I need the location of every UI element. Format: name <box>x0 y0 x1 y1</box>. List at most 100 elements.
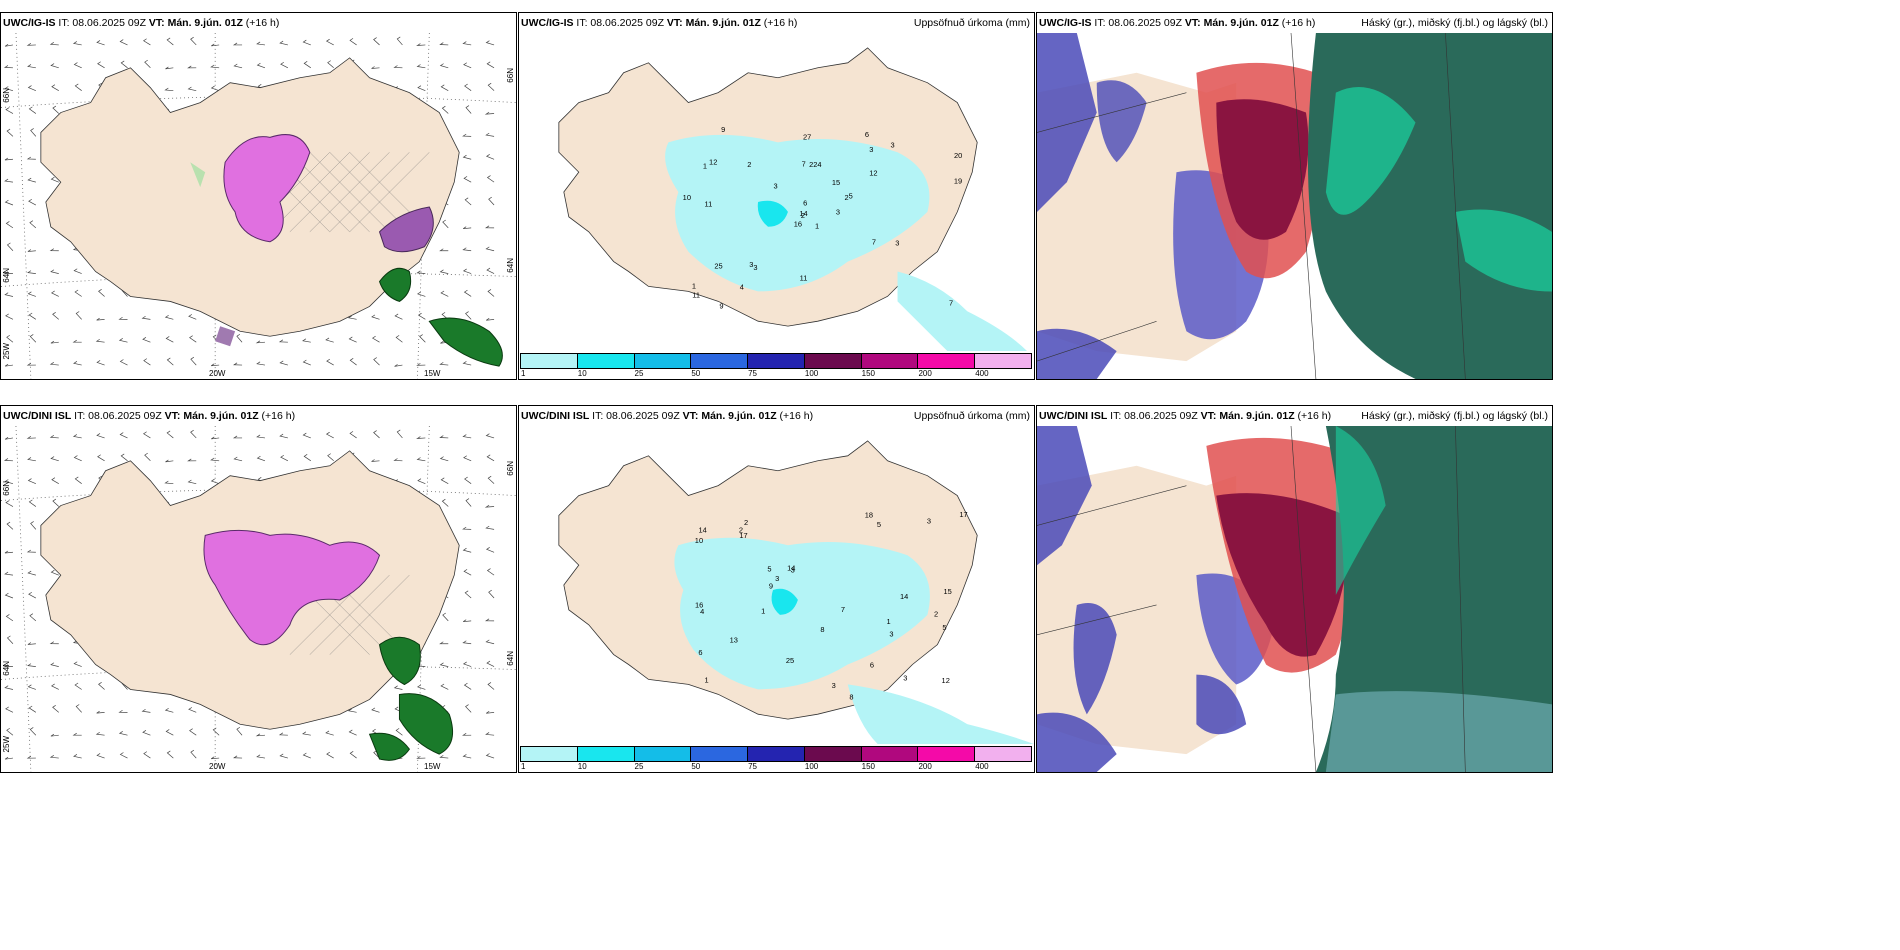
wind-barb <box>280 454 289 462</box>
wind-barb <box>49 755 59 759</box>
wind-barb <box>27 642 36 645</box>
wind-barb <box>26 755 36 759</box>
lat-label: 66N <box>506 68 515 83</box>
wind-barb <box>143 38 151 46</box>
wind-barb <box>485 154 495 160</box>
wind-barb <box>3 458 13 462</box>
precip-value-label: 5 <box>942 623 946 632</box>
init-time: IT: 08.06.2025 09Z <box>592 410 680 422</box>
precip-value-label: 12 <box>869 169 877 178</box>
wind-barb <box>96 710 105 714</box>
precip-value-label: 2 <box>747 160 751 169</box>
precip-value-label: 4 <box>740 282 744 291</box>
wind-barb <box>3 664 13 667</box>
lead-time: (+16 h) <box>245 17 280 29</box>
wind-barb <box>347 708 357 713</box>
wind-barb <box>417 291 426 297</box>
colorbar-label: 100 <box>804 369 819 378</box>
wind-barb <box>26 436 36 439</box>
lead-time: (+16 h) <box>779 410 814 422</box>
model-name: UWC/DINI ISL <box>3 410 72 422</box>
wind-barb <box>486 454 495 462</box>
precip-value-label: 25 <box>786 656 794 665</box>
wind-barb <box>4 437 14 440</box>
wind-barb <box>50 569 59 576</box>
wind-barb <box>164 87 174 92</box>
colorbar-cells <box>520 746 1033 762</box>
wind-barb <box>26 549 36 553</box>
wind-barb <box>52 105 60 114</box>
wind-barb <box>462 361 472 366</box>
wind-barb <box>233 362 243 366</box>
wind-barb <box>396 36 403 46</box>
wind-barb <box>118 316 128 320</box>
wind-barb <box>372 335 380 343</box>
wind-barb <box>187 458 197 462</box>
precip-value-label: 3 <box>832 681 836 690</box>
wind-barb <box>49 248 59 252</box>
init-time: IT: 08.06.2025 09Z <box>576 17 664 29</box>
wind-barb <box>210 64 220 69</box>
wind-barb <box>4 550 13 554</box>
model-name: UWC/IG-IS <box>1039 17 1092 29</box>
colorbar-swatch <box>860 353 919 369</box>
colorbar-label: 50 <box>691 762 701 771</box>
precip-value-label: 3 <box>775 574 779 583</box>
wind-barb <box>439 63 449 69</box>
wind-barb <box>325 730 334 736</box>
wind-barb <box>75 704 82 713</box>
panel-header: UWC/IG-IS IT: 08.06.2025 09Z VT: Mán. 9.… <box>1037 13 1552 33</box>
wind-barb <box>143 751 151 759</box>
wind-barb <box>28 106 37 114</box>
wind-barb <box>6 334 14 343</box>
model-name: UWC/IG-IS <box>521 17 574 29</box>
precip-value-label: 3 <box>895 239 899 248</box>
wind-barb <box>462 547 472 553</box>
lon-label: 20W <box>209 369 226 378</box>
wind-barb <box>164 314 174 320</box>
wind-barb <box>190 36 197 46</box>
wind-barb <box>233 456 243 462</box>
colorbar: 1 10 25 50 75 100 150 200 400 <box>519 351 1034 379</box>
wind-barb <box>95 731 105 736</box>
wind-barb <box>393 458 403 462</box>
precip-value-label: 5 <box>849 191 853 200</box>
wind-barb <box>74 682 82 690</box>
precip-value-label: 2 <box>744 518 748 527</box>
precip-value-label: 3 <box>889 629 893 638</box>
wind-barb <box>98 682 105 690</box>
wind-barb <box>72 434 82 439</box>
panel-header: UWC/IG-IS IT: 08.06.2025 09Z VT: Mán. 9.… <box>519 13 1034 33</box>
panel-title-right: Uppsöfnuð úrkoma (mm) <box>913 410 1030 422</box>
wind-barb <box>164 480 174 485</box>
wind-barb <box>27 570 36 576</box>
wind-barb <box>119 359 128 366</box>
wind-barb <box>486 711 495 714</box>
valid-time-label: VT: <box>164 410 181 422</box>
wind-barb <box>439 662 449 667</box>
wind-barb <box>486 660 495 667</box>
wind-barb <box>27 64 36 69</box>
wind-barb <box>52 311 59 320</box>
wind-barb <box>5 107 14 114</box>
lat-label: 64N <box>2 268 11 283</box>
precip-value-label: 6 <box>865 130 869 139</box>
wind-barb <box>464 83 472 91</box>
colorbar-swatch <box>633 746 692 762</box>
colorbar-swatch <box>690 746 749 762</box>
colorbar-label: 75 <box>748 762 758 771</box>
wind-barb <box>462 754 472 759</box>
wind-barb <box>439 755 449 759</box>
wind-barb <box>187 65 197 69</box>
wind-barb <box>27 684 36 690</box>
wind-barb <box>120 60 128 69</box>
precip-value-label: 14 <box>799 209 807 218</box>
wind-barb <box>119 432 128 439</box>
wind-barb <box>485 433 495 439</box>
wind-barb <box>27 249 36 252</box>
valid-time-label: VT: <box>1184 17 1201 29</box>
panel-header: UWC/DINI ISL IT: 08.06.2025 09Z VT: Mán.… <box>1 406 516 426</box>
wind-barb <box>348 336 357 343</box>
wind-barb <box>95 338 105 343</box>
wind-barb <box>4 363 14 367</box>
